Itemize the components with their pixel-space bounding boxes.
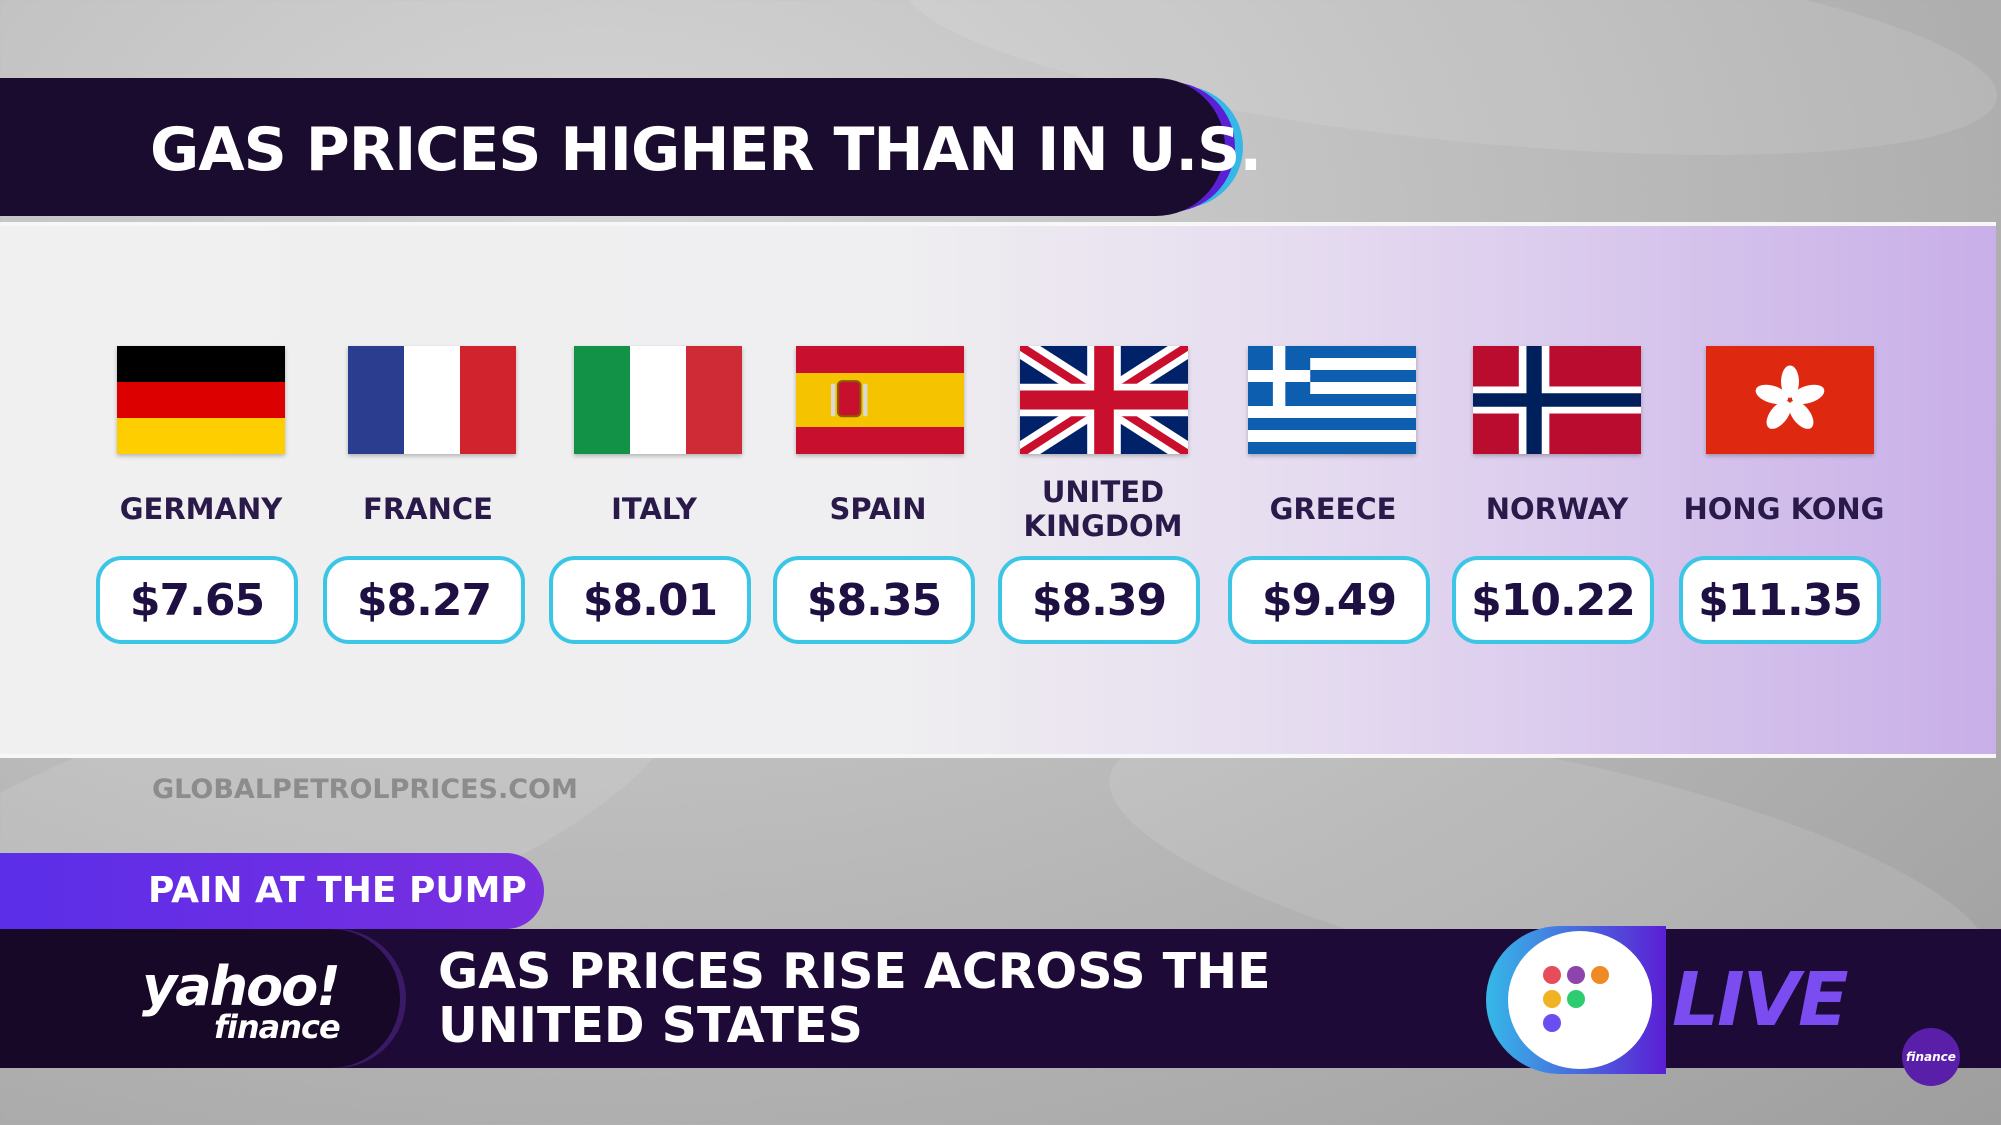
headline-text: GAS PRICES RISE ACROSS THE UNITED STATES: [438, 943, 1271, 1054]
country-name: ITALY: [611, 492, 697, 526]
price-pill: $8.27: [323, 556, 525, 644]
country-germany: GERMANY $7.65: [96, 226, 306, 762]
header-title: GAS PRICES HIGHER THAN IN U.S.: [150, 115, 1262, 185]
yahoo-logo: yahoo!: [142, 955, 341, 1018]
germany-flag-icon: [117, 346, 285, 454]
country-name: FRANCE: [363, 492, 493, 526]
country-name: NORWAY: [1485, 492, 1629, 526]
live-label: LIVE: [1672, 957, 1849, 1043]
hong-kong-flag-icon: [1706, 346, 1874, 454]
price-pill: $11.35: [1679, 556, 1881, 644]
italy-flag-icon: [574, 346, 742, 454]
price-pill: $10.22: [1452, 556, 1654, 644]
spain-flag-icon: [796, 346, 964, 454]
price-pill: $8.01: [549, 556, 751, 644]
logo-container: [0, 929, 400, 1068]
country-name: HONG KONG: [1683, 492, 1885, 526]
finance-logo: finance: [214, 1008, 341, 1046]
price-pill: $9.49: [1228, 556, 1430, 644]
topic-tag-bar: [0, 853, 544, 929]
country-name: SPAIN: [829, 492, 927, 526]
price-pill: $7.65: [96, 556, 298, 644]
header-bar: [0, 78, 1225, 216]
country-norway: NORWAY $10.22: [1452, 226, 1662, 762]
country-name: UNITED KINGDOM: [1023, 475, 1183, 543]
subscribe-badge[interactable]: finance: [1902, 1028, 1960, 1086]
price-pill: $8.39: [998, 556, 1200, 644]
country-greece: GREECE $9.49: [1228, 226, 1438, 762]
topic-tag: PAIN AT THE PUMP: [148, 870, 527, 911]
country-name: GREECE: [1269, 492, 1397, 526]
country-hong-kong: HONG KONG $11.35: [1679, 226, 1889, 762]
uk-flag-icon: [1020, 346, 1188, 454]
norway-flag-icon: [1473, 346, 1641, 454]
country-italy: ITALY $8.01: [549, 226, 759, 762]
source-credit: GLOBALPETROLPRICES.COM: [152, 774, 578, 805]
greece-flag-icon: [1248, 346, 1416, 454]
price-pill: $8.35: [773, 556, 975, 644]
france-flag-icon: [348, 346, 516, 454]
country-spain: SPAIN $8.35: [773, 226, 983, 762]
country-united-kingdom: UNITED KINGDOM $8.39: [998, 226, 1208, 762]
country-france: FRANCE $8.27: [323, 226, 533, 762]
network-logo-icon: [1508, 931, 1652, 1069]
country-name: GERMANY: [119, 492, 283, 526]
country-panel: GERMANY $7.65 FRANCE $8.27 ITALY $8.01: [0, 222, 1996, 758]
